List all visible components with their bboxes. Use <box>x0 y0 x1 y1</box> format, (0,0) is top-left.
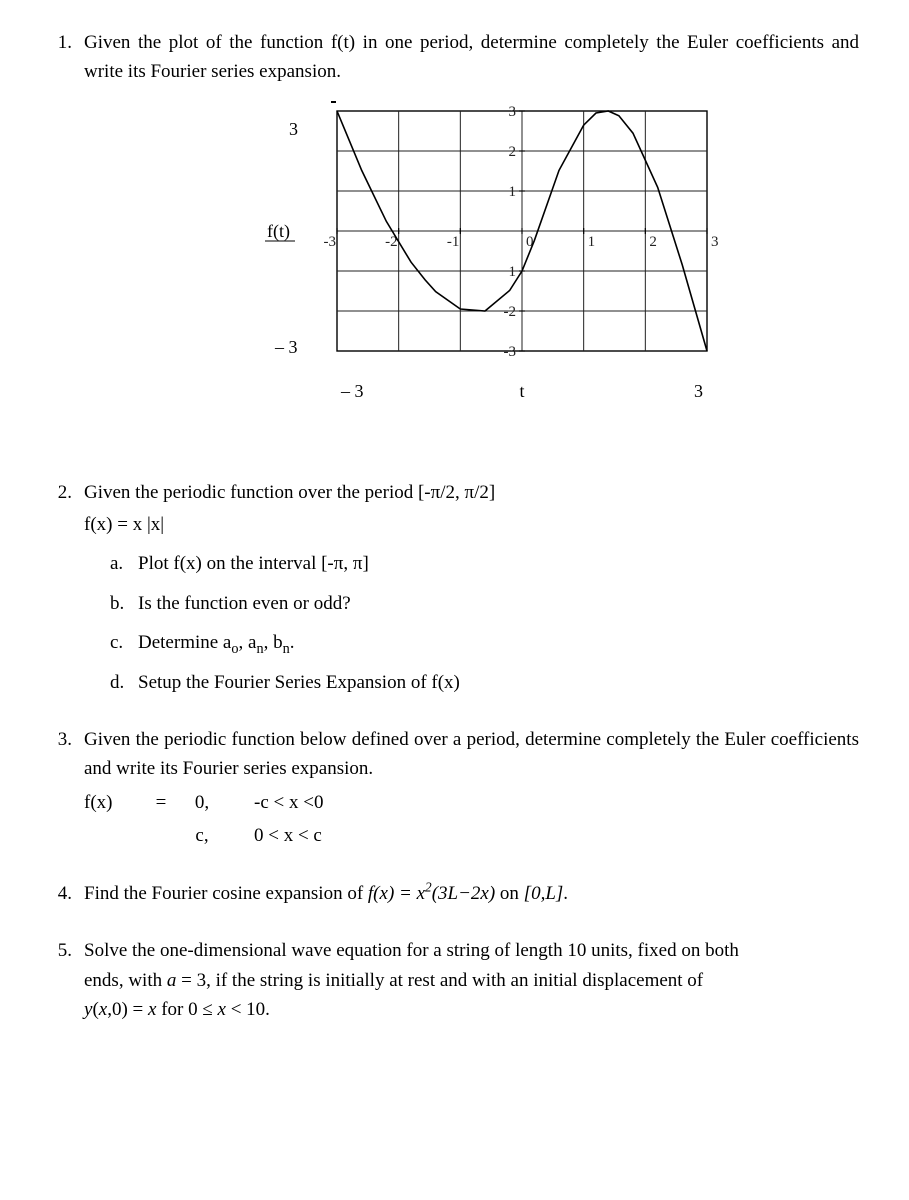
q2-b-text: Is the function even or odd? <box>138 589 351 618</box>
q3-text: Given the periodic function below define… <box>84 725 859 784</box>
question-2: 2. Given the periodic function over the … <box>50 478 859 697</box>
q4-f-inner: f(x) = x <box>368 883 425 904</box>
q2-b: b. Is the function even or odd? <box>110 589 859 618</box>
q2-c-letter: c. <box>110 628 138 657</box>
q5-l2-mid: = 3, if the string is initially at rest … <box>176 970 703 991</box>
q2-c-pre: Determine a <box>138 632 231 653</box>
q4-end: . <box>563 883 568 904</box>
q4-f: f(x) = x2(3L−2x) <box>368 883 495 904</box>
q3-fx-label: f(x) <box>84 788 144 817</box>
svg-text:0: 0 <box>526 234 534 250</box>
svg-text:-3: -3 <box>503 344 516 360</box>
q5-line2: ends, with a = 3, if the string is initi… <box>84 966 859 995</box>
svg-text:3: 3 <box>508 104 516 120</box>
question-5: 5. Solve the one-dimensional wave equati… <box>50 936 859 1024</box>
q3-fx-row2: c, 0 < x < c <box>84 821 859 850</box>
q4-number: 4. <box>50 879 84 908</box>
q3-body: Given the periodic function below define… <box>84 725 859 851</box>
svg-text:– 3: – 3 <box>274 337 298 357</box>
q5-line1: Solve the one-dimensional wave equation … <box>84 936 859 965</box>
q1-number: 1. <box>50 28 84 57</box>
svg-text:t: t <box>519 381 524 401</box>
q4-body: Find the Fourier cosine expansion of f(x… <box>84 879 859 908</box>
q2-c-mid1: , a <box>239 632 257 653</box>
q3-row1-cond: -c < x <0 <box>254 788 323 817</box>
q4-post: on <box>495 883 524 904</box>
q2-d-text: Setup the Fourier Series Expansion of f(… <box>138 668 460 697</box>
q5-l3-x1: x <box>99 999 107 1020</box>
q2-c-text: Determine ao, an, bn. <box>138 628 294 657</box>
question-1: 1. Given the plot of the function f(t) i… <box>50 28 859 450</box>
question-3: 3. Given the periodic function below def… <box>50 725 859 851</box>
q3-row1-val: 0, <box>178 788 226 817</box>
q2-a: a. Plot f(x) on the interval [-π, π] <box>110 549 859 578</box>
q2-b-letter: b. <box>110 589 138 618</box>
q5-body: Solve the one-dimensional wave equation … <box>84 936 859 1024</box>
svg-text:f(t): f(t) <box>267 221 290 242</box>
q2-c: c. Determine ao, an, bn. <box>110 628 859 657</box>
q4-range: [0,L] <box>524 883 564 904</box>
q5-l2-a: a <box>167 970 177 991</box>
q1-text: Given the plot of the function f(t) in o… <box>84 28 859 87</box>
q2-subs: a. Plot f(x) on the interval [-π, π] b. … <box>110 549 859 697</box>
q5-l2-pre: ends, with <box>84 970 167 991</box>
svg-text:3: 3 <box>289 119 298 139</box>
q2-d: d. Setup the Fourier Series Expansion of… <box>110 668 859 697</box>
q2-d-letter: d. <box>110 668 138 697</box>
svg-text:2: 2 <box>649 234 657 250</box>
q4-mid: (3L−2x) <box>432 883 495 904</box>
q3-eq: = <box>144 788 178 817</box>
q5-number: 5. <box>50 936 84 965</box>
svg-text:3: 3 <box>711 234 719 250</box>
q5-l3-end: < 10. <box>226 999 270 1020</box>
q1-body: Given the plot of the function f(t) in o… <box>84 28 859 450</box>
q5-line3: y(x,0) = x for 0 ≤ x < 10. <box>84 995 859 1024</box>
svg-text:1: 1 <box>508 184 516 200</box>
q2-fx: f(x) = x |x| <box>84 510 859 539</box>
svg-text:-1: -1 <box>446 234 459 250</box>
svg-text:– 3: – 3 <box>340 381 364 401</box>
q2-body: Given the periodic function over the per… <box>84 478 859 697</box>
svg-text:-3: -3 <box>323 234 336 250</box>
q3-row2-val: c, <box>178 821 226 850</box>
q2-c-end: . <box>290 632 295 653</box>
svg-text:1: 1 <box>587 234 595 250</box>
q2-text: Given the periodic function over the per… <box>84 478 859 507</box>
q2-number: 2. <box>50 478 84 507</box>
q5-l3-for: for 0 ≤ <box>156 999 217 1020</box>
svg-text:-2: -2 <box>503 304 516 320</box>
q2-a-text: Plot f(x) on the interval [-π, π] <box>138 549 369 578</box>
q2-a-letter: a. <box>110 549 138 578</box>
q1-plot-svg: -3-2-101233211-2-33f(t)– 3– 3t3 <box>207 101 737 431</box>
q1-chart: -3-2-101233211-2-33f(t)– 3– 3t3 <box>84 101 859 440</box>
q2-c-mid2: , b <box>264 632 283 653</box>
svg-text:3: 3 <box>694 381 703 401</box>
q3-row2-cond: 0 < x < c <box>254 821 322 850</box>
q5-l3-mid: ,0) = <box>107 999 148 1020</box>
q4-pre: Find the Fourier cosine expansion of <box>84 883 368 904</box>
svg-text:1: 1 <box>508 264 516 280</box>
q3-fx-row1: f(x) = 0, -c < x <0 <box>84 788 859 817</box>
svg-text:2: 2 <box>508 144 516 160</box>
q3-number: 3. <box>50 725 84 754</box>
q5-l3-x3: x <box>218 999 226 1020</box>
question-4: 4. Find the Fourier cosine expansion of … <box>50 879 859 908</box>
